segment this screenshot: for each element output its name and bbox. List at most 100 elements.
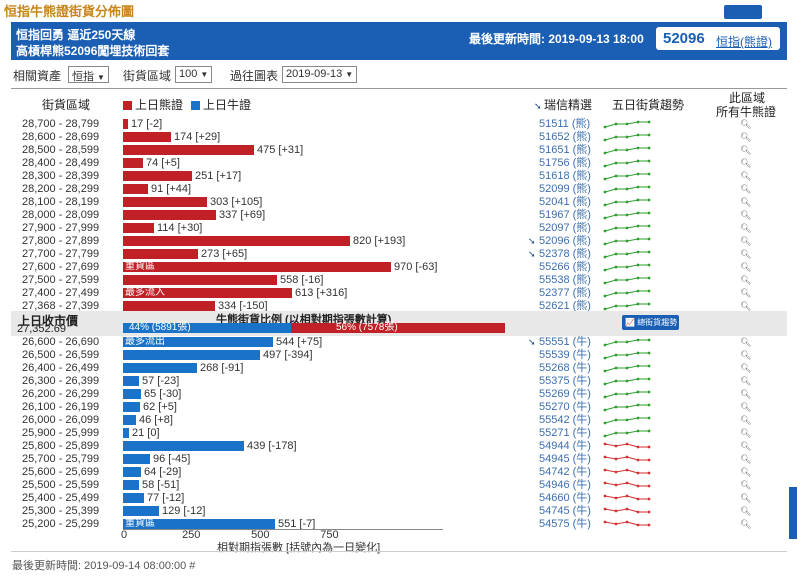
trend-sparkline[interactable] xyxy=(603,287,651,300)
magnifier-icon[interactable]: 🔍︎ xyxy=(740,275,752,285)
warrant-link[interactable]: 54660 (牛) xyxy=(539,492,591,504)
featured-warrant-type[interactable]: 恒指(熊證) xyxy=(716,35,772,49)
bull-bar[interactable] xyxy=(123,454,150,464)
magnifier-icon[interactable]: 🔍︎ xyxy=(740,210,752,220)
warrant-link[interactable]: 52041 (熊) xyxy=(539,196,591,208)
trend-sparkline[interactable] xyxy=(603,274,651,287)
bull-bar[interactable] xyxy=(123,519,275,529)
asset-select[interactable]: 恒指 ▼ xyxy=(68,66,109,83)
warrant-link[interactable]: 52096 (熊) xyxy=(539,235,591,247)
warrant-link[interactable]: 51511 (熊) xyxy=(539,118,591,130)
trend-sparkline[interactable] xyxy=(603,479,651,492)
trend-sparkline[interactable] xyxy=(603,131,651,144)
corner-button[interactable] xyxy=(724,5,762,19)
warrant-link[interactable]: 54745 (牛) xyxy=(539,505,591,517)
magnifier-icon[interactable]: 🔍︎ xyxy=(740,184,752,194)
trend-sparkline[interactable] xyxy=(603,440,651,453)
trend-sparkline[interactable] xyxy=(603,414,651,427)
trend-sparkline[interactable] xyxy=(603,492,651,505)
warrant-link[interactable]: 51651 (熊) xyxy=(539,144,591,156)
trend-sparkline[interactable] xyxy=(603,222,651,235)
banner-headline-2[interactable]: 高槓桿熊52096闖埋技術回套 xyxy=(16,44,170,58)
warrant-link[interactable]: 54944 (牛) xyxy=(539,440,591,452)
bear-bar[interactable] xyxy=(123,301,215,311)
banner-headline-1[interactable]: 恒指回勇 逼近250天線 xyxy=(16,28,136,42)
magnifier-icon[interactable]: 🔍︎ xyxy=(740,376,752,386)
warrant-link[interactable]: 51967 (熊) xyxy=(539,209,591,221)
bull-bar[interactable] xyxy=(123,337,273,347)
warrant-link[interactable]: 52621 (熊) xyxy=(539,300,591,312)
warrant-link[interactable]: 55266 (熊) xyxy=(539,261,591,273)
trend-sparkline[interactable] xyxy=(603,209,651,222)
trend-sparkline[interactable] xyxy=(603,349,651,362)
featured-warrant-box[interactable]: 52096 恒指(熊證) xyxy=(656,27,780,50)
magnifier-icon[interactable]: 🔍︎ xyxy=(740,337,752,347)
trend-sparkline[interactable] xyxy=(603,144,651,157)
total-trend-button[interactable]: 📈 總街貨趨勢 xyxy=(622,315,679,330)
trend-sparkline[interactable] xyxy=(603,375,651,388)
magnifier-icon[interactable]: 🔍︎ xyxy=(740,441,752,451)
featured-warrant-code[interactable]: 52096 xyxy=(663,30,705,47)
bear-bar[interactable] xyxy=(123,158,143,168)
warrant-link[interactable]: 54742 (牛) xyxy=(539,466,591,478)
warrant-link[interactable]: 55269 (牛) xyxy=(539,388,591,400)
trend-sparkline[interactable] xyxy=(603,235,651,248)
warrant-link[interactable]: 55270 (牛) xyxy=(539,401,591,413)
news-banner[interactable]: 恒指回勇 逼近250天線 高槓桿熊52096闖埋技術回套 最後更新時間: 201… xyxy=(11,22,787,60)
warrant-link[interactable]: 55539 (牛) xyxy=(539,349,591,361)
bear-bar[interactable] xyxy=(123,236,350,246)
warrant-link[interactable]: 54945 (牛) xyxy=(539,453,591,465)
trend-sparkline[interactable] xyxy=(603,401,651,414)
magnifier-icon[interactable]: 🔍︎ xyxy=(740,506,752,516)
bull-bar[interactable] xyxy=(123,441,244,451)
bull-bar[interactable] xyxy=(123,506,159,516)
trend-sparkline[interactable] xyxy=(603,248,651,261)
trend-sparkline[interactable] xyxy=(603,157,651,170)
warrant-link[interactable]: 52378 (熊) xyxy=(539,248,591,260)
bull-bar[interactable] xyxy=(123,467,141,477)
warrant-link[interactable]: 52377 (熊) xyxy=(539,287,591,299)
magnifier-icon[interactable]: 🔍︎ xyxy=(740,132,752,142)
trend-sparkline[interactable] xyxy=(603,196,651,209)
warrant-link[interactable]: 55538 (熊) xyxy=(539,274,591,286)
magnifier-icon[interactable]: 🔍︎ xyxy=(740,249,752,259)
trend-sparkline[interactable] xyxy=(603,466,651,479)
magnifier-icon[interactable]: 🔍︎ xyxy=(740,402,752,412)
zone-select[interactable]: 100 ▼ xyxy=(175,66,213,83)
warrant-link[interactable]: 51652 (熊) xyxy=(539,131,591,143)
warrant-link[interactable]: 51618 (熊) xyxy=(539,170,591,182)
bull-bar[interactable] xyxy=(123,415,136,425)
trend-sparkline[interactable] xyxy=(603,170,651,183)
bull-bar[interactable] xyxy=(123,389,141,399)
bear-bar[interactable] xyxy=(123,275,277,285)
bull-bar[interactable] xyxy=(123,376,139,386)
magnifier-icon[interactable]: 🔍︎ xyxy=(740,480,752,490)
magnifier-icon[interactable]: 🔍︎ xyxy=(740,145,752,155)
warrant-link[interactable]: 54575 (牛) xyxy=(539,518,591,530)
bear-bar[interactable] xyxy=(123,249,198,259)
magnifier-icon[interactable]: 🔍︎ xyxy=(740,158,752,168)
bear-bar[interactable] xyxy=(123,262,391,272)
magnifier-icon[interactable]: 🔍︎ xyxy=(740,236,752,246)
trend-sparkline[interactable] xyxy=(603,300,651,313)
trend-sparkline[interactable] xyxy=(603,118,651,131)
magnifier-icon[interactable]: 🔍︎ xyxy=(740,119,752,129)
trend-sparkline[interactable] xyxy=(603,362,651,375)
warrant-link[interactable]: 51756 (熊) xyxy=(539,157,591,169)
trend-sparkline[interactable] xyxy=(603,336,651,349)
warrant-link[interactable]: 52099 (熊) xyxy=(539,183,591,195)
bear-bar[interactable] xyxy=(123,184,148,194)
magnifier-icon[interactable]: 🔍︎ xyxy=(740,350,752,360)
bear-bar[interactable] xyxy=(123,171,192,181)
trend-sparkline[interactable] xyxy=(603,388,651,401)
magnifier-icon[interactable]: 🔍︎ xyxy=(740,428,752,438)
magnifier-icon[interactable]: 🔍︎ xyxy=(740,363,752,373)
bear-bar[interactable] xyxy=(123,132,171,142)
trend-sparkline[interactable] xyxy=(603,261,651,274)
warrant-link[interactable]: 55375 (牛) xyxy=(539,375,591,387)
bear-bar[interactable] xyxy=(123,288,292,298)
magnifier-icon[interactable]: 🔍︎ xyxy=(740,301,752,311)
warrant-link[interactable]: 55271 (牛) xyxy=(539,427,591,439)
bear-bar[interactable] xyxy=(123,223,154,233)
side-scroll-tab[interactable] xyxy=(789,487,797,539)
